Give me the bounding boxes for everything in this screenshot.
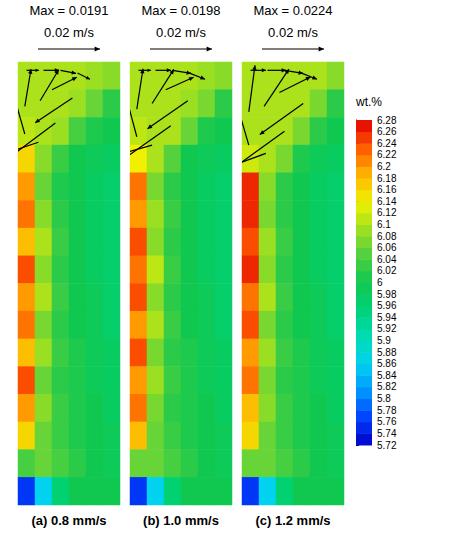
svg-text:5.8: 5.8 — [377, 393, 391, 404]
svg-text:6.12: 6.12 — [377, 207, 397, 218]
svg-text:wt.%: wt.% — [355, 95, 382, 109]
svg-text:6.16: 6.16 — [377, 184, 397, 195]
svg-text:6.24: 6.24 — [377, 138, 397, 149]
svg-text:6.1: 6.1 — [377, 219, 391, 230]
svg-text:(c) 1.2 mm/s: (c) 1.2 mm/s — [255, 513, 330, 528]
svg-text:6.18: 6.18 — [377, 173, 397, 184]
svg-text:5.94: 5.94 — [377, 312, 397, 323]
svg-text:5.84: 5.84 — [377, 370, 397, 381]
svg-text:6.04: 6.04 — [377, 254, 397, 265]
svg-text:6.08: 6.08 — [377, 231, 397, 242]
svg-text:6.02: 6.02 — [377, 265, 397, 276]
svg-text:5.76: 5.76 — [377, 416, 397, 427]
svg-text:0.02 m/s: 0.02 m/s — [156, 25, 206, 40]
svg-text:5.88: 5.88 — [377, 347, 397, 358]
svg-text:0.02 m/s: 0.02 m/s — [44, 25, 94, 40]
svg-text:5.74: 5.74 — [377, 428, 397, 439]
svg-text:Max = 0.0224: Max = 0.0224 — [253, 3, 332, 18]
svg-text:5.98: 5.98 — [377, 289, 397, 300]
svg-text:(a) 0.8 mm/s: (a) 0.8 mm/s — [31, 513, 106, 528]
svg-text:5.72: 5.72 — [377, 440, 397, 451]
svg-text:5.82: 5.82 — [377, 381, 397, 392]
svg-text:5.92: 5.92 — [377, 323, 397, 334]
svg-text:(b) 1.0 mm/s: (b) 1.0 mm/s — [143, 513, 219, 528]
svg-text:6.28: 6.28 — [377, 115, 397, 126]
svg-text:Max = 0.0191: Max = 0.0191 — [29, 3, 108, 18]
svg-text:5.78: 5.78 — [377, 405, 397, 416]
svg-text:0.02 m/s: 0.02 m/s — [268, 25, 318, 40]
svg-text:6.2: 6.2 — [377, 161, 391, 172]
svg-text:5.96: 5.96 — [377, 300, 397, 311]
svg-text:6.26: 6.26 — [377, 126, 397, 137]
svg-text:6.22: 6.22 — [377, 149, 397, 160]
svg-text:6.06: 6.06 — [377, 242, 397, 253]
svg-text:Max = 0.0198: Max = 0.0198 — [141, 3, 220, 18]
svg-text:5.9: 5.9 — [377, 335, 391, 346]
svg-text:5.86: 5.86 — [377, 358, 397, 369]
svg-text:6: 6 — [377, 277, 383, 288]
svg-text:6.14: 6.14 — [377, 196, 397, 207]
